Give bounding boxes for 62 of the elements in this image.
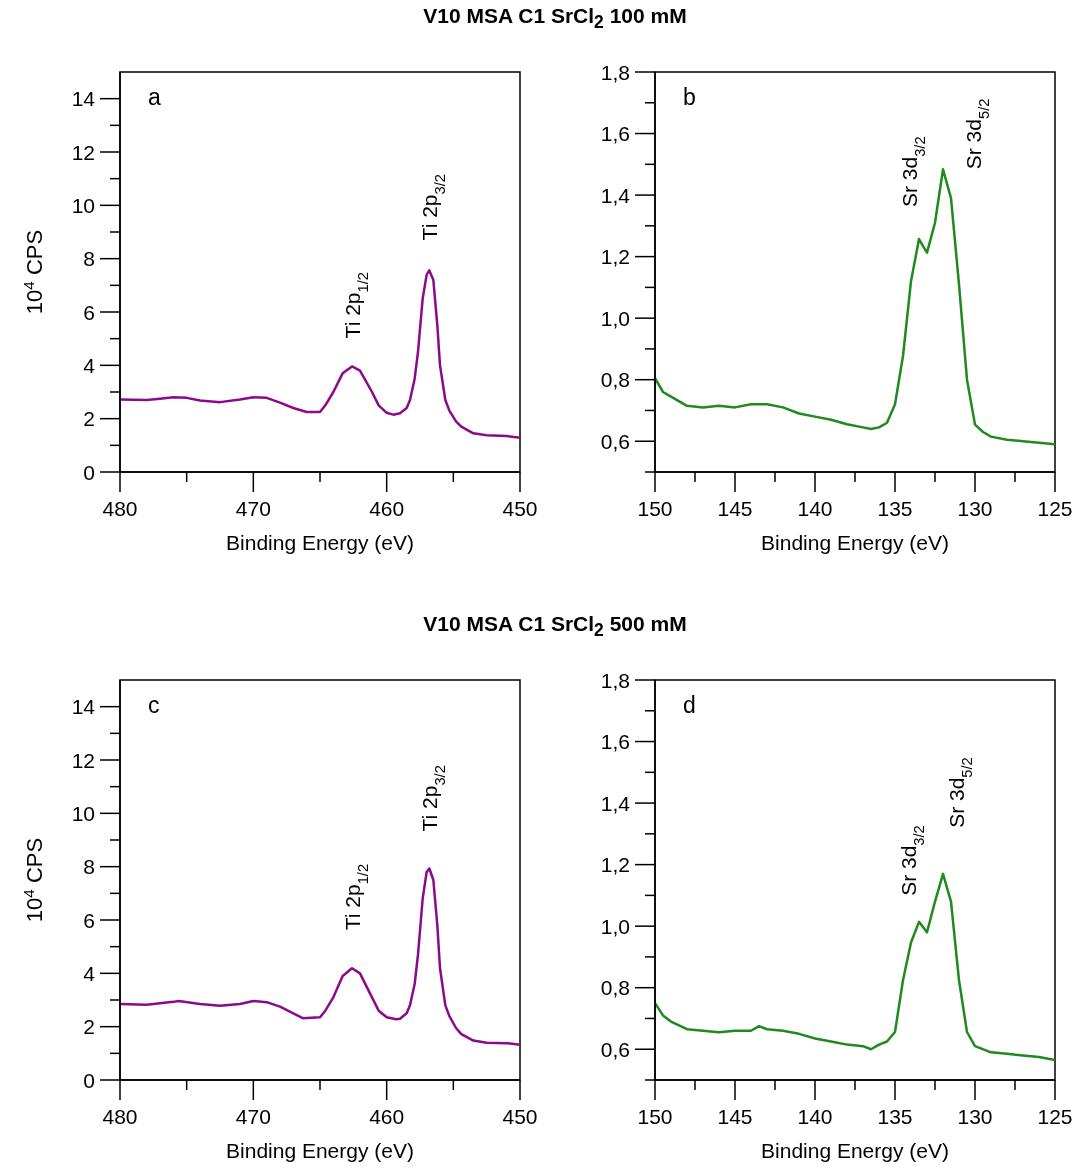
y-tick-label: 0,8 — [600, 368, 630, 392]
y-tick-label: 0 — [83, 1068, 95, 1092]
y-tick-label: 1,2 — [600, 853, 630, 877]
x-tick-label: 470 — [235, 1105, 271, 1128]
y-tick-label: 14 — [71, 695, 96, 719]
y-tick-label: 4 — [83, 353, 96, 377]
x-tick-label: 125 — [1037, 1105, 1073, 1128]
y-tick-label: 10 — [71, 193, 95, 217]
y-tick-label: 10 — [71, 801, 95, 825]
x-axis-title: Binding Energy (eV) — [226, 1139, 414, 1162]
y-tick-label: 0,6 — [600, 1037, 630, 1061]
y-tick-label: 1,8 — [600, 668, 630, 692]
annotation: d — [683, 692, 696, 718]
x-tick-label: 480 — [102, 1105, 138, 1128]
y-tick-label: 2 — [83, 1015, 95, 1039]
y-tick-label: 1,4 — [600, 183, 631, 207]
line-series — [120, 269, 520, 440]
x-tick-label: 125 — [1037, 497, 1073, 520]
y-tick-label: 1,4 — [600, 791, 631, 815]
y-tick-label: 0,6 — [600, 429, 630, 453]
y-tick-label: 1,6 — [600, 122, 630, 146]
chart-title: V10 MSA C1 SrCl$_{2}$ 100 mM — [422, 4, 688, 34]
chart-title: V10 MSA C1 SrCl$_{2}$ 500 mM — [422, 612, 688, 642]
x-tick-label: 150 — [637, 1105, 673, 1128]
y-tick-label: 14 — [71, 87, 96, 111]
annotation: b — [683, 84, 696, 110]
y-tick-label: 0 — [83, 460, 95, 484]
y-tick-label: 2 — [83, 407, 95, 431]
annotation: c — [148, 692, 160, 718]
y-tick-label: 6 — [83, 908, 95, 932]
x-axis-title: Binding Energy (eV) — [226, 531, 414, 554]
x-axis-title: Binding Energy (eV) — [761, 1139, 949, 1162]
y-tick-label: 6 — [83, 300, 95, 324]
y-tick-label: 8 — [83, 247, 95, 271]
y-tick-label: 12 — [71, 140, 95, 164]
x-tick-label: 140 — [797, 1105, 833, 1128]
x-tick-label: 450 — [502, 1105, 538, 1128]
annotation: a — [148, 84, 161, 110]
y-tick-label: 0,8 — [600, 976, 630, 1000]
y-tick-label: 8 — [83, 855, 95, 879]
x-tick-label: 150 — [637, 497, 673, 520]
x-tick-label: 450 — [502, 497, 538, 520]
y-tick-label: 12 — [71, 748, 95, 772]
y-tick-label: 1,0 — [600, 306, 630, 330]
y-tick-label: 1,2 — [600, 245, 630, 269]
x-tick-label: 145 — [717, 1105, 753, 1128]
x-tick-label: 470 — [235, 497, 271, 520]
y-tick-label: 4 — [83, 961, 96, 985]
line-series — [655, 872, 1055, 1062]
x-tick-label: 130 — [957, 1105, 993, 1128]
y-tick-label: 1,6 — [600, 730, 630, 754]
x-tick-label: 140 — [797, 497, 833, 520]
x-tick-label: 135 — [877, 497, 913, 520]
x-tick-label: 130 — [957, 497, 993, 520]
x-tick-label: 460 — [369, 1105, 405, 1128]
x-tick-label: 460 — [369, 497, 405, 520]
x-tick-label: 480 — [102, 497, 138, 520]
x-tick-label: 135 — [877, 1105, 913, 1128]
y-tick-label: 1,0 — [600, 914, 630, 938]
y-tick-label: 1,8 — [600, 60, 630, 84]
x-tick-label: 145 — [717, 497, 753, 520]
x-axis-title: Binding Energy (eV) — [761, 531, 949, 554]
